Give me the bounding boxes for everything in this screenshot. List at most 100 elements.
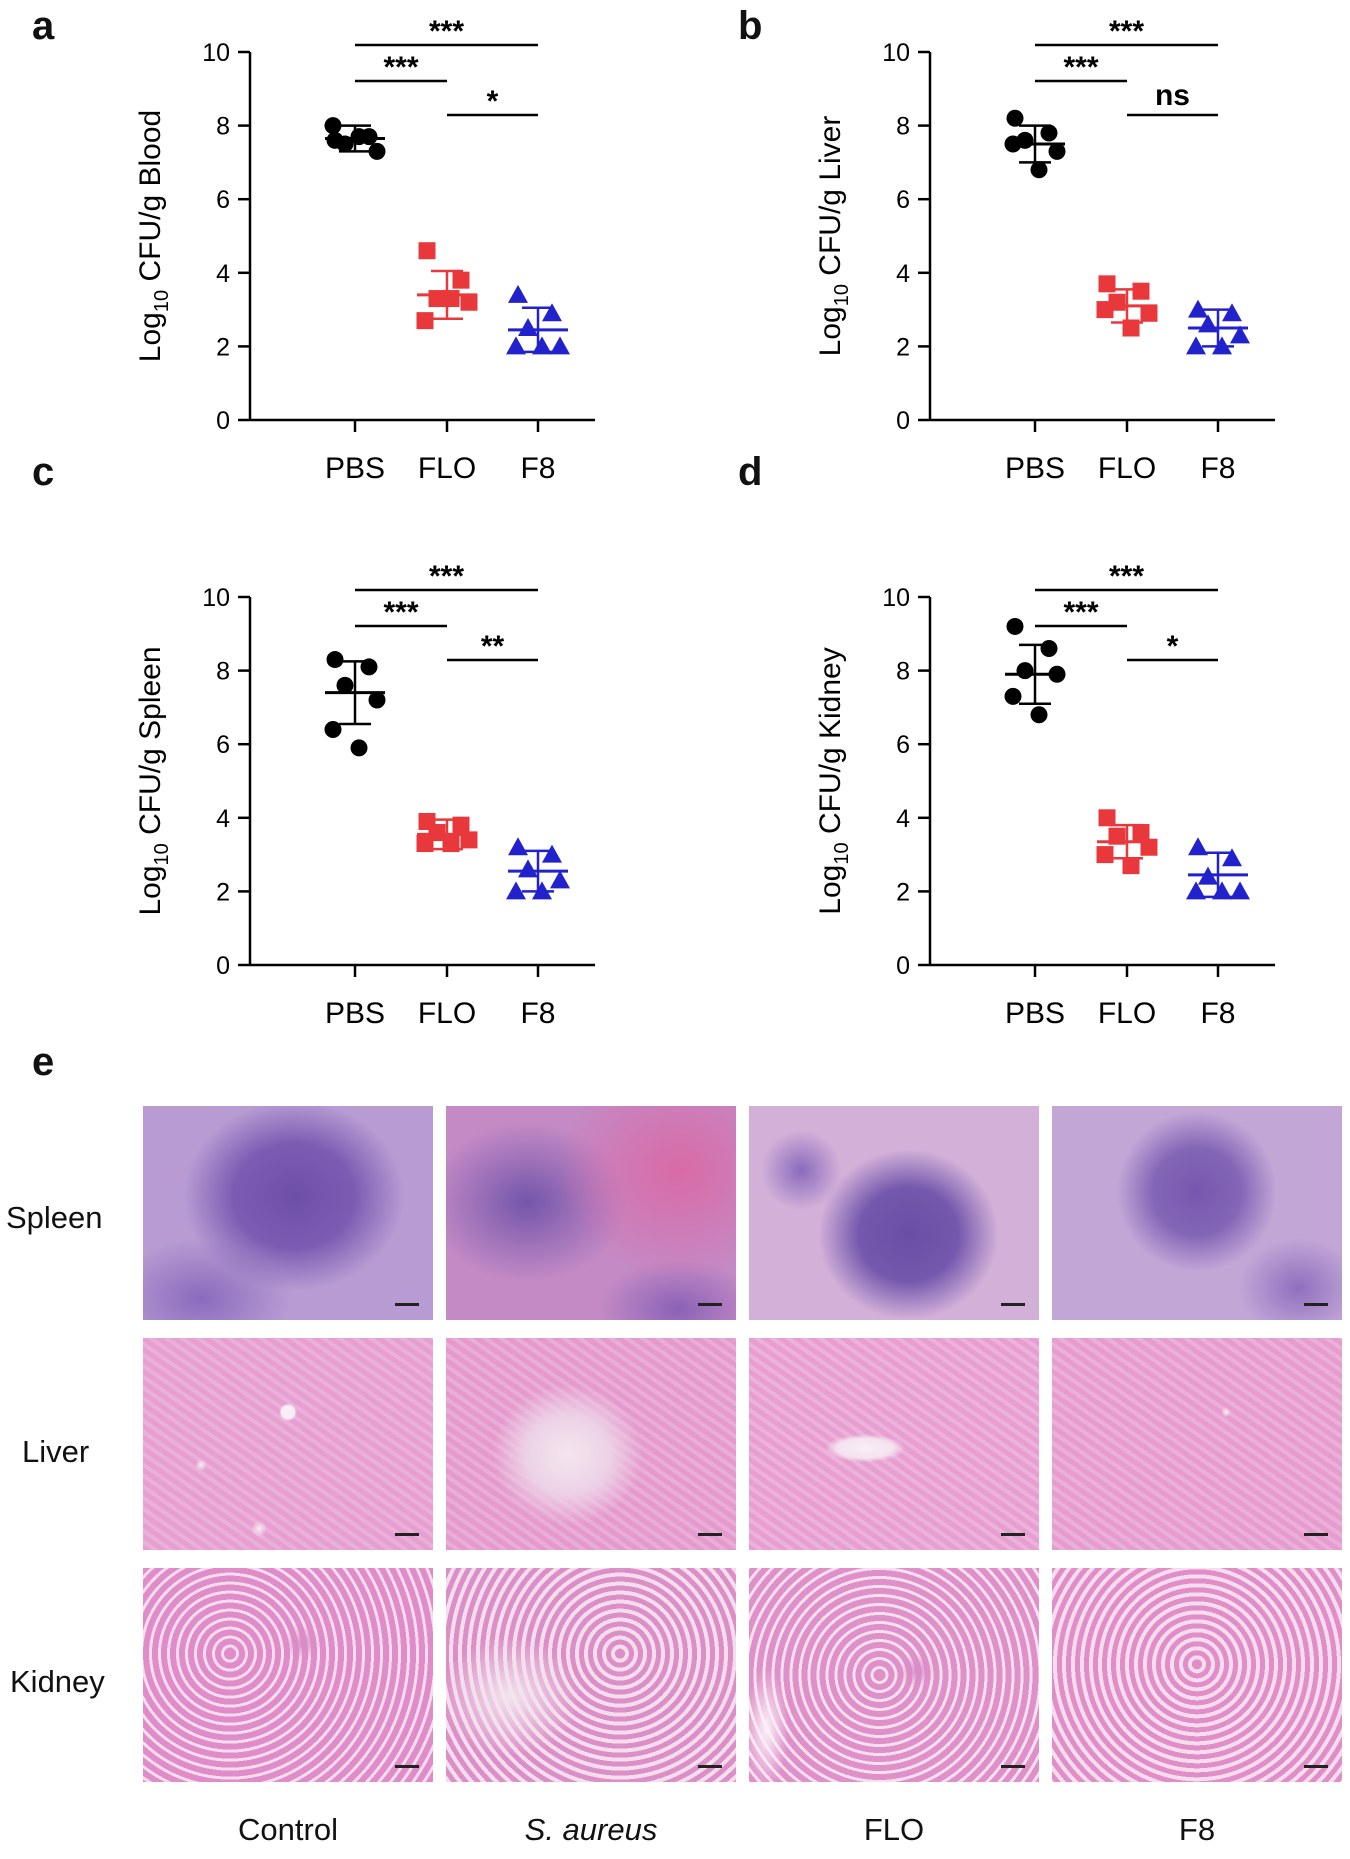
panel-letter-e: e <box>32 1040 55 1084</box>
data-point-f8 <box>508 837 528 856</box>
data-point-flo <box>442 835 460 853</box>
data-point-flo <box>416 835 434 853</box>
scale-bar <box>698 1533 722 1536</box>
data-point-flo <box>460 293 478 311</box>
y-axis-label: Log10 CFU/g Liver <box>814 116 853 357</box>
histology-liver-flo <box>749 1338 1039 1550</box>
data-point-f8 <box>542 844 562 863</box>
data-point-f8 <box>1222 303 1242 322</box>
category-label-f8: F8 <box>520 997 555 1030</box>
category-label-pbs: PBS <box>1005 997 1065 1030</box>
y-label-subscript: 10 <box>831 842 853 864</box>
histology-spleen-saureus <box>446 1106 736 1320</box>
data-point-flo <box>1132 824 1150 842</box>
y-axis-label: Log10 CFU/g Spleen <box>134 646 173 915</box>
scale-bar <box>1304 1303 1328 1306</box>
scale-bar <box>1304 1533 1328 1536</box>
data-point-pbs <box>1048 665 1066 683</box>
y-label-subscript: 10 <box>151 843 173 865</box>
scale-bar <box>1001 1303 1025 1306</box>
significance-label: *** <box>429 15 464 48</box>
significance-label: *** <box>383 596 418 629</box>
data-point-pbs <box>1004 687 1022 705</box>
data-point-flo <box>442 290 460 308</box>
data-point-flo <box>1140 838 1158 856</box>
chart-kidney: 0 2 4 6 8 10 PBS FLO F8 Log10 CFU/g Kidney *** *** * <box>680 545 1350 1030</box>
data-point-pbs <box>350 128 368 146</box>
y-label-main: Log <box>814 306 847 356</box>
data-point-f8 <box>550 336 570 355</box>
y-tick-label: 6 <box>896 186 910 214</box>
scale-bar <box>1001 1765 1025 1768</box>
histology-liver-saureus <box>446 1338 736 1550</box>
data-point-pbs <box>1016 662 1034 680</box>
data-point-f8 <box>506 336 526 355</box>
data-point-f8 <box>542 303 562 322</box>
y-axis-label: Log10 CFU/g Blood <box>134 110 173 362</box>
y-label-subscript: 10 <box>831 284 853 306</box>
data-point-pbs <box>350 739 368 757</box>
y-tick-label: 4 <box>216 260 230 288</box>
data-point-f8 <box>1230 881 1250 900</box>
chart-blood: 0 2 4 6 8 10 PBS FLO F8 Log10 CFU/g Blood *** *** * <box>0 0 675 485</box>
category-label-f8: F8 <box>1200 997 1235 1030</box>
data-point-f8 <box>532 881 552 900</box>
y-tick-label: 2 <box>896 333 910 361</box>
y-tick-label: 6 <box>216 731 230 759</box>
data-point-flo <box>452 816 470 834</box>
row-label-kidney: Kidney <box>10 1664 105 1699</box>
data-point-f8 <box>1198 314 1218 333</box>
y-label-rest: CFU/g Blood <box>134 110 167 290</box>
significance-label: * <box>487 85 499 118</box>
y-axis-label: Log10 CFU/g Kidney <box>814 647 853 914</box>
histology-spleen-f8 <box>1052 1106 1342 1320</box>
row-label-liver: Liver <box>22 1434 90 1469</box>
data-point-pbs <box>1030 161 1048 179</box>
histology-kidney-flo <box>749 1568 1039 1782</box>
y-label-main: Log <box>814 865 847 915</box>
category-label-pbs: PBS <box>1005 452 1065 485</box>
category-label-f8: F8 <box>520 452 555 485</box>
col-label-saureus: S. aureus <box>524 1812 658 1847</box>
scale-bar <box>1001 1533 1025 1536</box>
y-label-main: Log <box>134 312 167 362</box>
data-point-flo <box>452 271 470 289</box>
scale-bar <box>395 1533 419 1536</box>
y-label-rest: CFU/g Spleen <box>134 646 167 843</box>
data-point-pbs <box>326 651 344 669</box>
y-tick-label: 10 <box>882 39 910 67</box>
data-point-pbs <box>1006 109 1024 127</box>
y-tick-label: 0 <box>896 407 910 435</box>
data-point-flo <box>428 290 446 308</box>
category-label-flo: FLO <box>418 997 476 1030</box>
category-label-f8: F8 <box>1200 452 1235 485</box>
significance-label: * <box>1167 630 1179 663</box>
category-label-flo: FLO <box>418 452 476 485</box>
y-tick-label: 6 <box>896 731 910 759</box>
data-point-f8 <box>506 881 526 900</box>
data-point-flo <box>1108 827 1126 845</box>
panel-letter-a: a <box>32 4 55 48</box>
data-point-flo <box>1122 319 1140 337</box>
col-label-flo: FLO <box>863 1812 925 1847</box>
data-point-pbs <box>1004 135 1022 153</box>
histology-kidney-saureus <box>446 1568 736 1782</box>
y-label-subscript: 10 <box>151 290 173 312</box>
y-tick-label: 8 <box>896 658 910 686</box>
scale-bar <box>395 1765 419 1768</box>
col-label-control: Control <box>238 1812 338 1847</box>
data-point-f8 <box>1188 837 1208 856</box>
y-tick-label: 2 <box>216 878 230 906</box>
y-tick-label: 10 <box>202 584 230 612</box>
significance-label: *** <box>383 51 418 84</box>
data-point-f8 <box>1188 299 1208 318</box>
data-point-pbs <box>1040 124 1058 142</box>
category-label-flo: FLO <box>1098 997 1156 1030</box>
scale-bar <box>395 1303 419 1306</box>
data-point-flo <box>460 831 478 849</box>
data-point-f8 <box>1230 325 1250 344</box>
y-label-rest: CFU/g Liver <box>814 116 847 284</box>
data-point-f8 <box>550 870 570 889</box>
